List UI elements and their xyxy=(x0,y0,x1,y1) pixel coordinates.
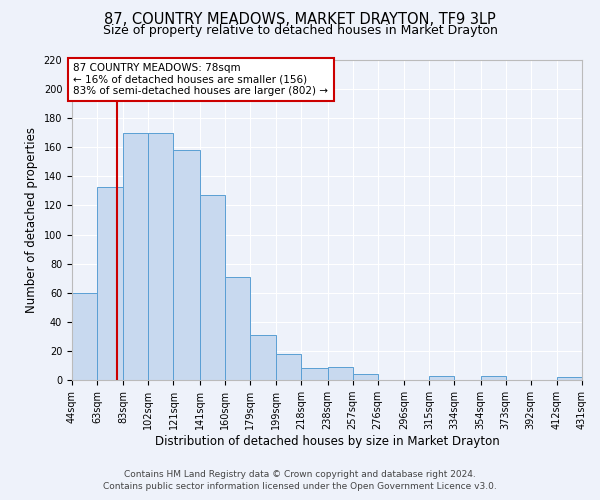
Bar xyxy=(200,196,225,380)
Bar xyxy=(173,150,200,380)
Bar xyxy=(429,376,454,380)
Bar xyxy=(250,335,276,380)
Bar xyxy=(72,292,97,380)
Bar xyxy=(148,132,173,380)
Bar xyxy=(276,354,301,380)
Bar xyxy=(97,186,124,380)
Bar xyxy=(225,276,250,380)
Text: 87 COUNTRY MEADOWS: 78sqm
← 16% of detached houses are smaller (156)
83% of semi: 87 COUNTRY MEADOWS: 78sqm ← 16% of detac… xyxy=(73,63,328,96)
Bar xyxy=(124,132,148,380)
Text: Contains HM Land Registry data © Crown copyright and database right 2024.
Contai: Contains HM Land Registry data © Crown c… xyxy=(103,470,497,491)
Text: 87, COUNTRY MEADOWS, MARKET DRAYTON, TF9 3LP: 87, COUNTRY MEADOWS, MARKET DRAYTON, TF9… xyxy=(104,12,496,28)
Y-axis label: Number of detached properties: Number of detached properties xyxy=(25,127,38,313)
Text: Size of property relative to detached houses in Market Drayton: Size of property relative to detached ho… xyxy=(103,24,497,37)
Bar xyxy=(301,368,328,380)
Bar xyxy=(353,374,378,380)
Bar xyxy=(557,377,582,380)
Bar xyxy=(328,367,353,380)
X-axis label: Distribution of detached houses by size in Market Drayton: Distribution of detached houses by size … xyxy=(155,435,499,448)
Bar xyxy=(481,376,506,380)
